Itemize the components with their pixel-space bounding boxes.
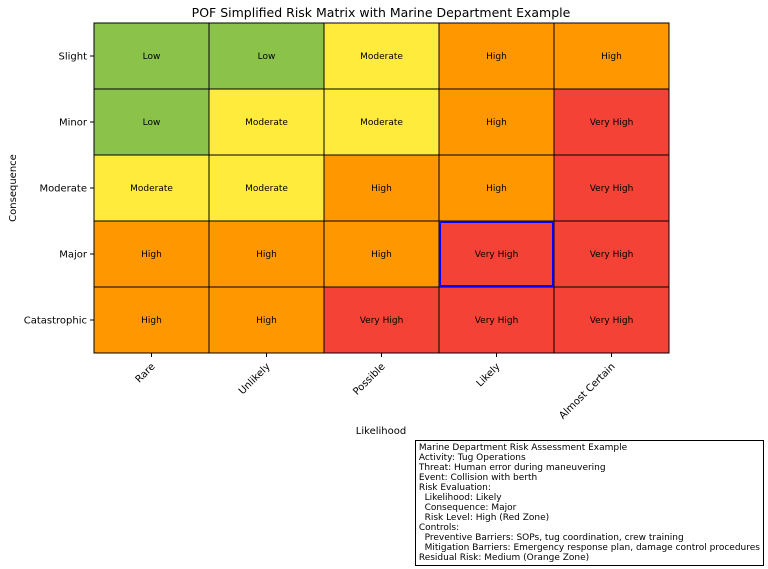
matrix-cell	[323, 154, 440, 222]
x-tick-label: Likely	[475, 361, 503, 389]
matrix-cell	[93, 154, 210, 222]
highlight-cell-border	[439, 221, 554, 287]
matrix-cell	[208, 154, 325, 222]
matrix-cell	[438, 154, 555, 222]
cell-label: High	[486, 52, 507, 62]
matrix-cell	[438, 286, 555, 354]
matrix-cell	[553, 154, 670, 222]
y-tick-label: Minor	[59, 118, 88, 129]
y-tick-label: Slight	[58, 52, 87, 63]
cell-label: Very High	[360, 316, 404, 326]
cell-label: High	[601, 52, 622, 62]
cell-label: Very High	[590, 118, 634, 128]
cell-label: Very High	[475, 250, 519, 260]
cell-label: Moderate	[360, 118, 403, 128]
cell-label: Moderate	[360, 52, 403, 62]
y-axis-label: Consequence	[8, 154, 19, 222]
x-axis-label: Likelihood	[356, 426, 406, 437]
x-tick-label: Possible	[351, 361, 387, 397]
cell-label: Low	[258, 52, 276, 62]
matrix-cell	[553, 88, 670, 156]
matrix-cell	[93, 286, 210, 354]
matrix-cell	[208, 220, 325, 288]
cell-label: Very High	[475, 316, 519, 326]
matrix-cell	[323, 220, 440, 288]
matrix-cell	[208, 88, 325, 156]
cell-label: Moderate	[130, 184, 173, 194]
matrix-cell	[438, 22, 555, 90]
cell-label: High	[141, 250, 162, 260]
chart-title: POF Simplified Risk Matrix with Marine D…	[192, 5, 571, 20]
matrix-cell	[438, 220, 555, 288]
cell-label: High	[256, 316, 277, 326]
cell-label: Low	[143, 52, 161, 62]
x-tick-label: Rare	[134, 361, 158, 385]
cell-label: Very High	[590, 250, 634, 260]
cell-label: Moderate	[245, 184, 288, 194]
cell-label: Very High	[590, 184, 634, 194]
matrix-cell	[438, 88, 555, 156]
y-tick-label: Catastrophic	[24, 316, 87, 327]
cell-label: Very High	[590, 316, 634, 326]
matrix-cell	[93, 88, 210, 156]
matrix-cell	[323, 22, 440, 90]
cell-label: Moderate	[245, 118, 288, 128]
matrix-cell	[208, 22, 325, 90]
matrix-cell	[93, 220, 210, 288]
cell-label: High	[256, 250, 277, 260]
matrix-cell	[553, 286, 670, 354]
matrix-cell	[323, 286, 440, 354]
cell-label: High	[486, 118, 507, 128]
cell-label: High	[371, 184, 392, 194]
annotation-box: Marine Department Risk Assessment Exampl…	[414, 440, 764, 566]
cell-label: Low	[143, 118, 161, 128]
y-tick-label: Major	[59, 250, 88, 261]
cell-label: High	[371, 250, 392, 260]
x-tick-label: Almost Certain	[557, 361, 617, 421]
cell-label: High	[486, 184, 507, 194]
cell-label: High	[141, 316, 162, 326]
x-tick-label: Unlikely	[237, 361, 273, 397]
y-tick-label: Moderate	[39, 184, 87, 195]
